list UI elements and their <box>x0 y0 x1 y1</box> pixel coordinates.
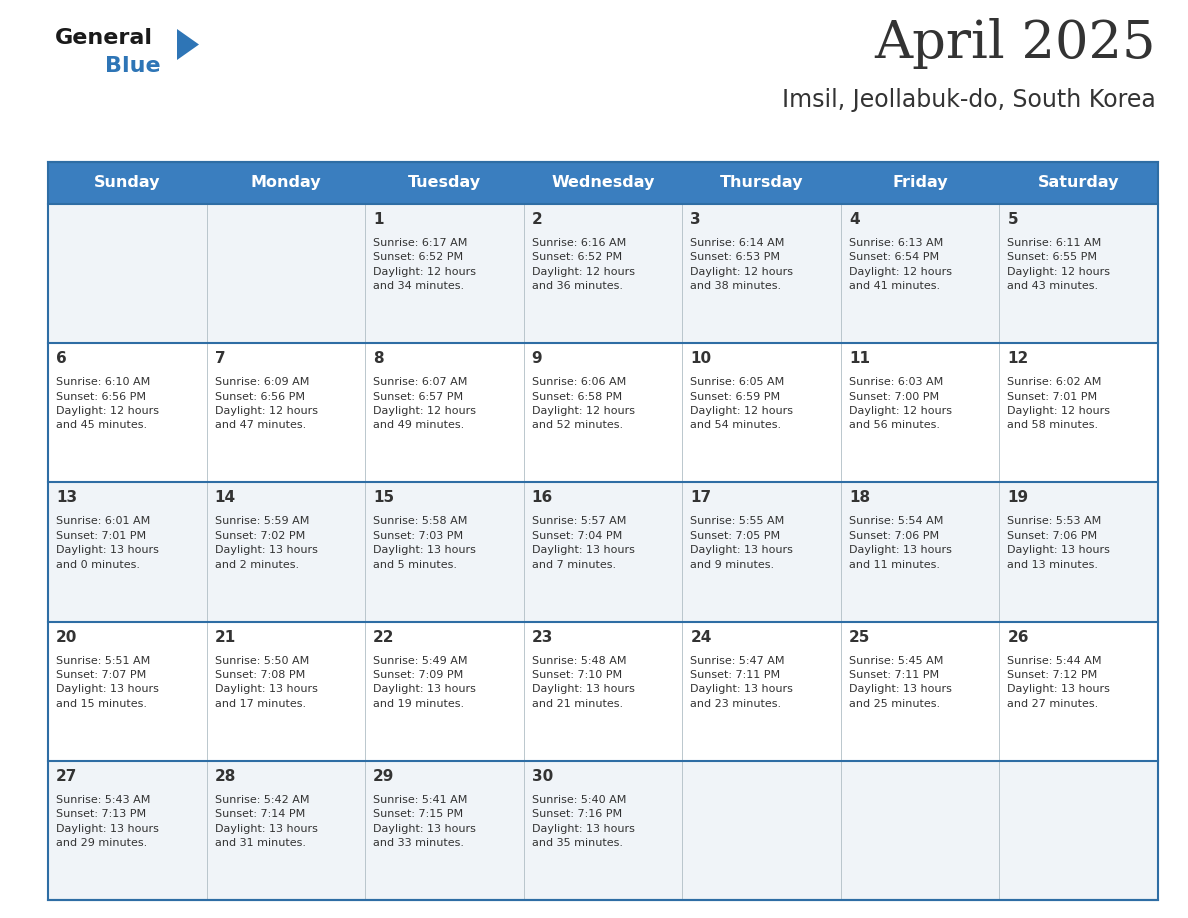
Text: 25: 25 <box>849 630 871 644</box>
Text: Sunrise: 6:06 AM
Sunset: 6:58 PM
Daylight: 12 hours
and 52 minutes.: Sunrise: 6:06 AM Sunset: 6:58 PM Dayligh… <box>532 377 634 431</box>
Text: 28: 28 <box>215 768 236 784</box>
Text: Sunrise: 6:11 AM
Sunset: 6:55 PM
Daylight: 12 hours
and 43 minutes.: Sunrise: 6:11 AM Sunset: 6:55 PM Dayligh… <box>1007 238 1111 291</box>
Text: Sunday: Sunday <box>94 175 160 191</box>
Text: Sunrise: 6:13 AM
Sunset: 6:54 PM
Daylight: 12 hours
and 41 minutes.: Sunrise: 6:13 AM Sunset: 6:54 PM Dayligh… <box>849 238 952 291</box>
Text: 4: 4 <box>849 212 859 227</box>
Text: 24: 24 <box>690 630 712 644</box>
Text: Sunrise: 6:16 AM
Sunset: 6:52 PM
Daylight: 12 hours
and 36 minutes.: Sunrise: 6:16 AM Sunset: 6:52 PM Dayligh… <box>532 238 634 291</box>
Text: Sunrise: 5:58 AM
Sunset: 7:03 PM
Daylight: 13 hours
and 5 minutes.: Sunrise: 5:58 AM Sunset: 7:03 PM Dayligh… <box>373 517 476 569</box>
Text: 2: 2 <box>532 212 543 227</box>
Bar <box>48 162 1158 204</box>
Text: 15: 15 <box>373 490 394 506</box>
Text: 21: 21 <box>215 630 236 644</box>
Text: 7: 7 <box>215 352 226 366</box>
Text: Sunrise: 6:10 AM
Sunset: 6:56 PM
Daylight: 12 hours
and 45 minutes.: Sunrise: 6:10 AM Sunset: 6:56 PM Dayligh… <box>56 377 159 431</box>
Text: Saturday: Saturday <box>1038 175 1119 191</box>
Text: Sunrise: 5:53 AM
Sunset: 7:06 PM
Daylight: 13 hours
and 13 minutes.: Sunrise: 5:53 AM Sunset: 7:06 PM Dayligh… <box>1007 517 1111 569</box>
Text: Sunrise: 5:43 AM
Sunset: 7:13 PM
Daylight: 13 hours
and 29 minutes.: Sunrise: 5:43 AM Sunset: 7:13 PM Dayligh… <box>56 795 159 848</box>
Text: Sunrise: 5:50 AM
Sunset: 7:08 PM
Daylight: 13 hours
and 17 minutes.: Sunrise: 5:50 AM Sunset: 7:08 PM Dayligh… <box>215 655 317 709</box>
Text: Sunrise: 5:49 AM
Sunset: 7:09 PM
Daylight: 13 hours
and 19 minutes.: Sunrise: 5:49 AM Sunset: 7:09 PM Dayligh… <box>373 655 476 709</box>
Text: 5: 5 <box>1007 212 1018 227</box>
Bar <box>48 343 1158 482</box>
Text: Wednesday: Wednesday <box>551 175 655 191</box>
Text: Friday: Friday <box>892 175 948 191</box>
Text: 14: 14 <box>215 490 235 506</box>
Text: Sunrise: 5:44 AM
Sunset: 7:12 PM
Daylight: 13 hours
and 27 minutes.: Sunrise: 5:44 AM Sunset: 7:12 PM Dayligh… <box>1007 655 1111 709</box>
Text: 18: 18 <box>849 490 870 506</box>
Text: Blue: Blue <box>105 56 160 76</box>
Text: 22: 22 <box>373 630 394 644</box>
Text: Sunrise: 6:09 AM
Sunset: 6:56 PM
Daylight: 12 hours
and 47 minutes.: Sunrise: 6:09 AM Sunset: 6:56 PM Dayligh… <box>215 377 317 431</box>
Text: Monday: Monday <box>251 175 321 191</box>
Bar <box>48 482 1158 621</box>
Text: 3: 3 <box>690 212 701 227</box>
Text: 10: 10 <box>690 352 712 366</box>
Polygon shape <box>177 29 200 60</box>
Bar <box>48 761 1158 900</box>
Text: Thursday: Thursday <box>720 175 803 191</box>
Text: Sunrise: 6:14 AM
Sunset: 6:53 PM
Daylight: 12 hours
and 38 minutes.: Sunrise: 6:14 AM Sunset: 6:53 PM Dayligh… <box>690 238 794 291</box>
Text: Tuesday: Tuesday <box>407 175 481 191</box>
Text: 11: 11 <box>849 352 870 366</box>
Text: 13: 13 <box>56 490 77 506</box>
Bar <box>48 204 1158 343</box>
Text: Sunrise: 6:05 AM
Sunset: 6:59 PM
Daylight: 12 hours
and 54 minutes.: Sunrise: 6:05 AM Sunset: 6:59 PM Dayligh… <box>690 377 794 431</box>
Text: 17: 17 <box>690 490 712 506</box>
Text: Sunrise: 6:01 AM
Sunset: 7:01 PM
Daylight: 13 hours
and 0 minutes.: Sunrise: 6:01 AM Sunset: 7:01 PM Dayligh… <box>56 517 159 569</box>
Text: Sunrise: 5:48 AM
Sunset: 7:10 PM
Daylight: 13 hours
and 21 minutes.: Sunrise: 5:48 AM Sunset: 7:10 PM Dayligh… <box>532 655 634 709</box>
Text: 26: 26 <box>1007 630 1029 644</box>
Bar <box>48 162 1158 900</box>
Text: 27: 27 <box>56 768 77 784</box>
Text: 1: 1 <box>373 212 384 227</box>
Text: Imsil, Jeollabuk-do, South Korea: Imsil, Jeollabuk-do, South Korea <box>782 88 1156 112</box>
Text: 23: 23 <box>532 630 554 644</box>
Text: 9: 9 <box>532 352 543 366</box>
Text: 19: 19 <box>1007 490 1029 506</box>
Text: Sunrise: 5:45 AM
Sunset: 7:11 PM
Daylight: 13 hours
and 25 minutes.: Sunrise: 5:45 AM Sunset: 7:11 PM Dayligh… <box>849 655 952 709</box>
Text: Sunrise: 5:51 AM
Sunset: 7:07 PM
Daylight: 13 hours
and 15 minutes.: Sunrise: 5:51 AM Sunset: 7:07 PM Dayligh… <box>56 655 159 709</box>
Text: 20: 20 <box>56 630 77 644</box>
Text: Sunrise: 5:42 AM
Sunset: 7:14 PM
Daylight: 13 hours
and 31 minutes.: Sunrise: 5:42 AM Sunset: 7:14 PM Dayligh… <box>215 795 317 848</box>
Text: Sunrise: 5:47 AM
Sunset: 7:11 PM
Daylight: 13 hours
and 23 minutes.: Sunrise: 5:47 AM Sunset: 7:11 PM Dayligh… <box>690 655 794 709</box>
Text: Sunrise: 5:59 AM
Sunset: 7:02 PM
Daylight: 13 hours
and 2 minutes.: Sunrise: 5:59 AM Sunset: 7:02 PM Dayligh… <box>215 517 317 569</box>
Bar <box>48 621 1158 761</box>
Text: Sunrise: 6:17 AM
Sunset: 6:52 PM
Daylight: 12 hours
and 34 minutes.: Sunrise: 6:17 AM Sunset: 6:52 PM Dayligh… <box>373 238 476 291</box>
Text: 8: 8 <box>373 352 384 366</box>
Text: 6: 6 <box>56 352 67 366</box>
Text: 30: 30 <box>532 768 552 784</box>
Text: Sunrise: 6:07 AM
Sunset: 6:57 PM
Daylight: 12 hours
and 49 minutes.: Sunrise: 6:07 AM Sunset: 6:57 PM Dayligh… <box>373 377 476 431</box>
Text: Sunrise: 5:41 AM
Sunset: 7:15 PM
Daylight: 13 hours
and 33 minutes.: Sunrise: 5:41 AM Sunset: 7:15 PM Dayligh… <box>373 795 476 848</box>
Text: 12: 12 <box>1007 352 1029 366</box>
Text: 29: 29 <box>373 768 394 784</box>
Text: Sunrise: 5:54 AM
Sunset: 7:06 PM
Daylight: 13 hours
and 11 minutes.: Sunrise: 5:54 AM Sunset: 7:06 PM Dayligh… <box>849 517 952 569</box>
Text: Sunrise: 6:03 AM
Sunset: 7:00 PM
Daylight: 12 hours
and 56 minutes.: Sunrise: 6:03 AM Sunset: 7:00 PM Dayligh… <box>849 377 952 431</box>
Text: General: General <box>55 28 153 48</box>
Text: April 2025: April 2025 <box>874 18 1156 69</box>
Text: 16: 16 <box>532 490 552 506</box>
Text: Sunrise: 5:40 AM
Sunset: 7:16 PM
Daylight: 13 hours
and 35 minutes.: Sunrise: 5:40 AM Sunset: 7:16 PM Dayligh… <box>532 795 634 848</box>
Text: Sunrise: 5:55 AM
Sunset: 7:05 PM
Daylight: 13 hours
and 9 minutes.: Sunrise: 5:55 AM Sunset: 7:05 PM Dayligh… <box>690 517 794 569</box>
Text: Sunrise: 6:02 AM
Sunset: 7:01 PM
Daylight: 12 hours
and 58 minutes.: Sunrise: 6:02 AM Sunset: 7:01 PM Dayligh… <box>1007 377 1111 431</box>
Text: Sunrise: 5:57 AM
Sunset: 7:04 PM
Daylight: 13 hours
and 7 minutes.: Sunrise: 5:57 AM Sunset: 7:04 PM Dayligh… <box>532 517 634 569</box>
